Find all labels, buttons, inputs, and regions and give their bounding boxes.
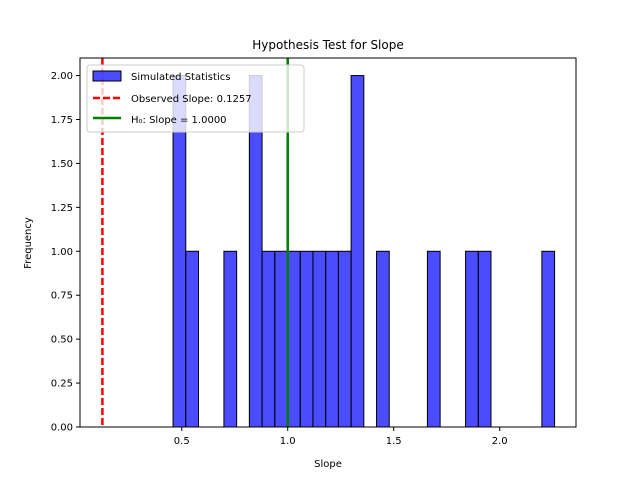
y-tick-label: 1.75 (51, 115, 73, 126)
y-tick-label: 1.50 (51, 159, 73, 170)
chart-title: Hypothesis Test for Slope (252, 38, 403, 52)
legend-label-simulated: Simulated Statistics (131, 72, 230, 83)
plot-area-frame (79, 57, 577, 428)
histogram-bar (376, 250, 390, 428)
x-tick-label: 2.0 (492, 436, 508, 447)
x-tick-label: 0.5 (174, 436, 190, 447)
x-tick-label: 1.0 (280, 436, 296, 447)
x-axis-label: Slope (314, 459, 342, 470)
y-axis-ticks: 0.00 0.25 0.50 0.75 1.00 1.25 1.50 1.75 2.00 (51, 71, 80, 434)
y-axis-label: Frequency (23, 217, 34, 269)
histogram-bar (299, 250, 314, 428)
histogram-bar (337, 250, 352, 428)
y-tick-label: 0.75 (51, 291, 73, 302)
y-tick-label: 0.25 (51, 379, 73, 390)
y-tick-label: 1.25 (51, 203, 73, 214)
y-tick-label: 0.50 (51, 335, 73, 346)
histogram-bar (312, 250, 327, 428)
y-tick-label: 2.00 (51, 71, 73, 82)
legend-swatch-simulated (92, 70, 122, 82)
legend-label-observed: Observed Slope: 0.1257 (131, 94, 252, 105)
x-tick-label: 1.5 (386, 436, 402, 447)
histogram-bar (287, 250, 301, 428)
histogram-bar (223, 250, 238, 428)
histogram-bar (350, 75, 365, 428)
histogram-bar (541, 250, 556, 428)
histogram-bar (426, 250, 441, 428)
histogram-bar (261, 250, 276, 428)
histogram-bar (477, 250, 492, 428)
y-tick-label: 0.00 (51, 423, 73, 434)
x-axis-ticks: 0.5 1.0 1.5 2.0 (174, 427, 508, 447)
histogram-bar (185, 250, 199, 428)
y-tick-label: 1.00 (51, 247, 73, 258)
legend: Simulated Statistics Observed Slope: 0.1… (86, 64, 305, 133)
legend-box (86, 64, 305, 133)
histogram-bar (465, 250, 479, 428)
histogram-bar (325, 250, 339, 428)
legend-label-null: H₀: Slope = 1.0000 (131, 115, 227, 126)
histogram-bar (274, 250, 289, 428)
